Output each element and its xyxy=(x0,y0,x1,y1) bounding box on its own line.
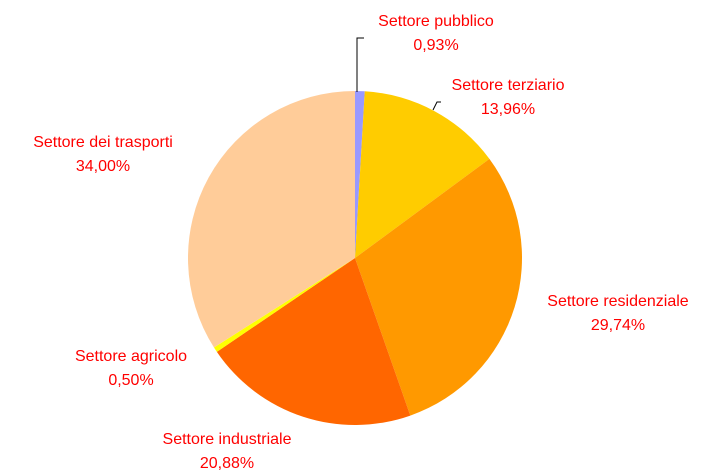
leader-line xyxy=(356,37,364,92)
pie-slice xyxy=(355,91,365,258)
leader-line xyxy=(432,101,441,111)
value-label: 20,88% xyxy=(200,455,254,472)
slice-label: Settore agricolo xyxy=(75,348,187,365)
pie-slice xyxy=(355,91,490,258)
value-label: 29,74% xyxy=(591,317,645,334)
value-label: 13,96% xyxy=(481,101,535,118)
value-label: 0,93% xyxy=(413,37,458,54)
slice-label: Settore residenziale xyxy=(547,293,689,310)
pie-slice xyxy=(213,258,355,352)
pie-slice xyxy=(216,258,411,426)
pie-slice xyxy=(355,158,522,416)
slice-label: Settore industriale xyxy=(163,431,292,448)
value-label: 0,50% xyxy=(108,372,153,389)
slice-label: Settore terziario xyxy=(452,77,565,94)
slice-label: Settore dei trasporti xyxy=(33,134,173,151)
value-label: 34,00% xyxy=(76,158,130,175)
slice-label: Settore pubblico xyxy=(378,13,494,30)
pie-slice xyxy=(188,91,355,348)
